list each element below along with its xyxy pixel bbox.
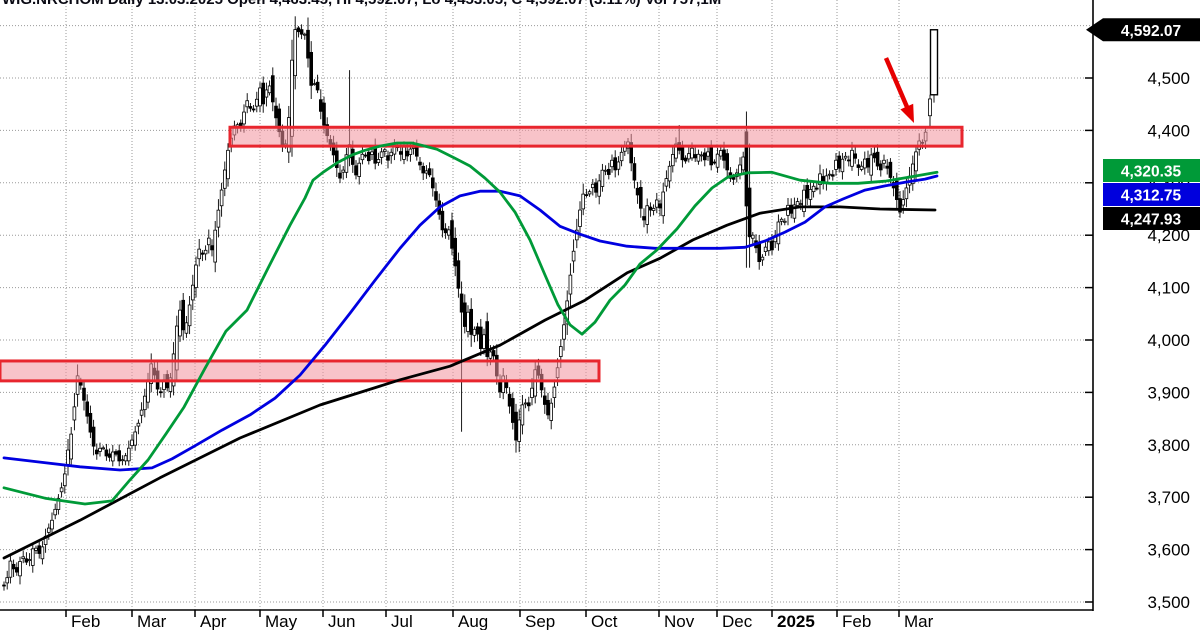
ma-value-tag-green: 4,320.35 [1103,159,1200,182]
x-axis-labels: Feb Mar Apr May Jun Jul Aug Sep Oct Nov Dec 2025 Feb… [65,610,934,630]
support-zone [0,359,601,383]
annotation-arrow [883,57,914,123]
x-axis-month-label: Oct [591,612,618,630]
y-axis-tick-label: 3,500 [1147,593,1190,612]
y-axis-tick-label: 4,400 [1147,121,1190,140]
y-axis-tick-label: 4,100 [1147,279,1190,298]
ma-black-line [2,205,937,560]
ma-value-tag-blue-value: 4,312.75 [1121,188,1182,205]
chart-header-title: WIG.NRCHOM Daily 13.03.2025 Open 4,463.4… [2,0,721,8]
y-axis-tick-label: 4,200 [1147,226,1190,245]
x-axis-month-label: 2025 [777,612,815,630]
x-axis-month-label: Apr [200,612,227,630]
x-axis-month-label: Nov [664,612,695,630]
ma-value-tag-blue: 4,312.75 [1103,183,1200,206]
ma-value-tag-black: 4,247.93 [1103,207,1200,230]
x-axis-month-label: Jun [328,612,355,630]
ma-value-tag-green-value: 4,320.35 [1121,164,1182,181]
x-axis-month-label: Feb [842,612,871,630]
y-axis-tick-label: 3,800 [1147,436,1190,455]
y-axis-tick-label: 3,900 [1147,383,1190,402]
x-axis-month-label: Dec [722,612,753,630]
last-price-tag-value: 4,592.07 [1121,23,1181,40]
ma-blue-line [2,174,939,472]
x-axis-month-label: May [265,612,298,630]
axes [0,0,1094,611]
ma-value-tag-black-value: 4,247.93 [1121,212,1182,229]
x-axis-month-label: Sep [525,612,555,630]
candlestick-series [2,16,939,591]
y-axis-tick-label: 3,600 [1147,541,1190,560]
y-axis-labels: 4,5004,4004,3004,2004,1004,0003,9003,800… [1085,69,1190,612]
x-axis-month-label: Mar [904,612,934,630]
x-axis-month-label: Mar [137,612,167,630]
x-axis-month-label: Feb [71,612,100,630]
x-axis-month-label: Jul [391,612,413,630]
ma-green-line [2,141,939,506]
y-axis-tick-label: 4,500 [1147,69,1190,88]
price-grid [0,0,1093,610]
y-axis-tick-label: 4,000 [1147,331,1190,350]
x-axis-month-label: Aug [458,612,488,630]
y-axis-tick-label: 3,700 [1147,488,1190,507]
last-price-tag: 4,592.07 [1086,18,1200,42]
resistance-zone [228,125,964,148]
